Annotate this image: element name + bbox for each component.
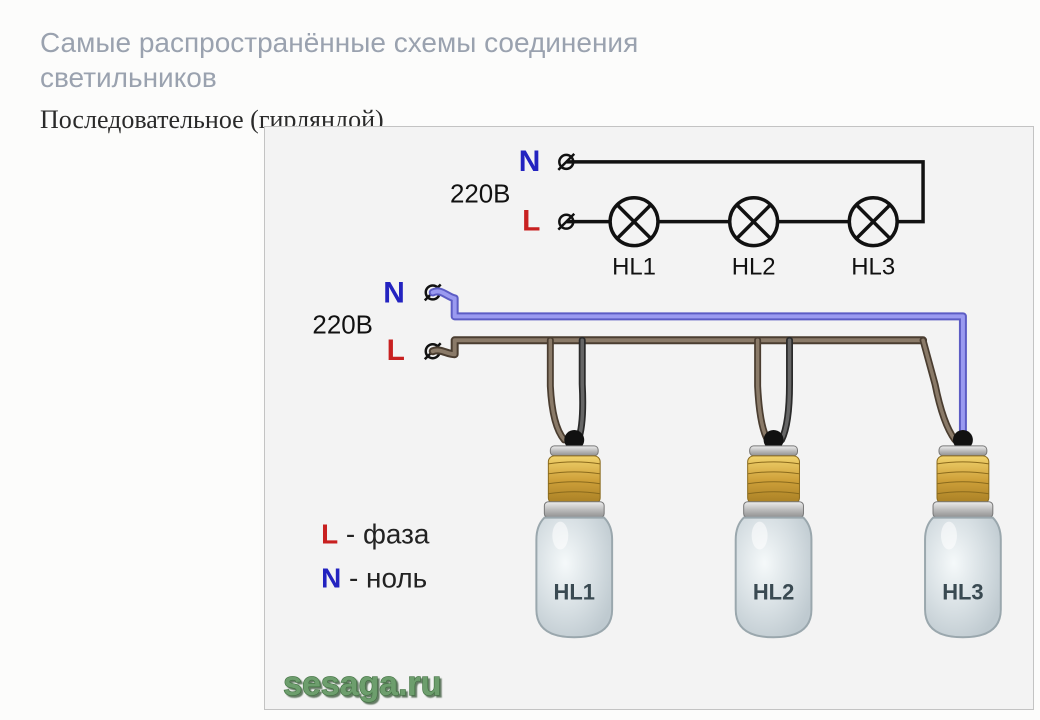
schematic-n-label: N <box>519 145 541 178</box>
diagram-svg: N L 220В HL1 HL2 HL3 N L 220В <box>265 127 1033 709</box>
schematic-lamp-1 <box>610 198 658 246</box>
schematic-lamp-2 <box>730 198 778 246</box>
drop-wires-1 <box>550 340 582 440</box>
wiring-n-label: N <box>383 276 405 309</box>
schematic-lamp-label-2: HL2 <box>732 253 776 280</box>
legend: L - фаза N - ноль <box>321 519 430 594</box>
schematic-circuit: N L 220В HL1 HL2 HL3 <box>450 145 923 281</box>
wiring-voltage: 220В <box>312 311 373 339</box>
phase-wire <box>433 340 923 354</box>
watermark: sesaga.ru <box>283 665 441 703</box>
bulb-label-3: HL3 <box>942 579 983 604</box>
bulb-label-2: HL2 <box>753 579 794 604</box>
schematic-lamp-label-1: HL1 <box>612 253 656 280</box>
neutral-wire <box>433 291 963 438</box>
legend-n: N - ноль <box>321 562 427 593</box>
bulb-1 <box>536 430 612 637</box>
schematic-lamp-label-3: HL3 <box>851 253 895 280</box>
diagram-frame: N L 220В HL1 HL2 HL3 N L 220В <box>264 126 1034 710</box>
legend-l: L - фаза <box>321 519 430 550</box>
bulb-3 <box>925 430 1001 637</box>
bulb-2 <box>736 430 812 637</box>
wiring-l-label: L <box>387 334 405 367</box>
slide-header: Самые распространённые схемы соединения … <box>0 0 1040 101</box>
schematic-lamp-3 <box>849 198 897 246</box>
slide-title: Самые распространённые схемы соединения … <box>40 25 1000 95</box>
schematic-voltage: 220В <box>450 181 511 209</box>
bulb-label-1: HL1 <box>554 579 595 604</box>
schematic-l-label: L <box>522 205 540 238</box>
drop-wires-3 <box>923 340 955 440</box>
drop-wires-2 <box>758 340 790 440</box>
title-line2: светильников <box>40 62 217 93</box>
title-line1: Самые распространённые схемы соединения <box>40 27 638 58</box>
